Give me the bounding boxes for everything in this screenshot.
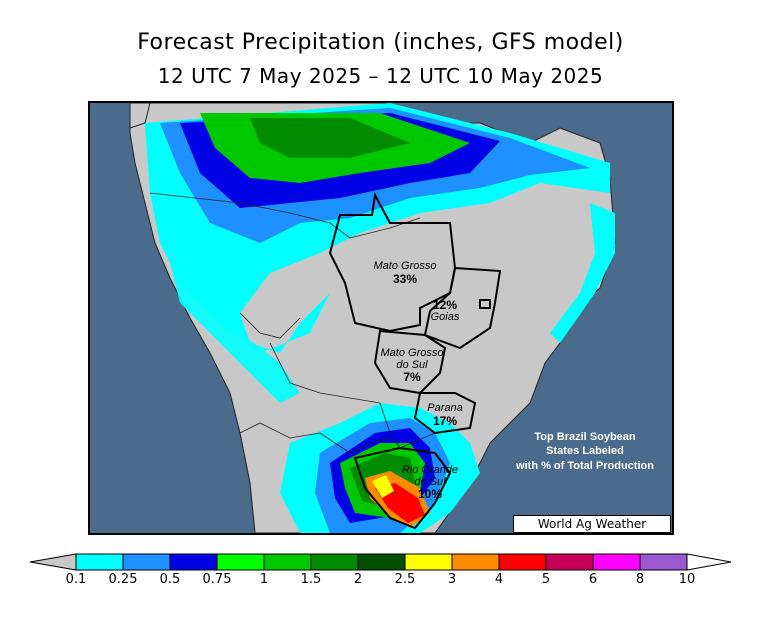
precip-east-coast (550, 203, 615, 343)
legend-tick-label: 0.75 (202, 572, 232, 587)
state-label-mato-grosso-do-sul: Mato Grosso do Sul 7% (372, 347, 452, 385)
map-title: Forecast Precipitation (inches, GFS mode… (137, 30, 624, 55)
note-line: Top Brazil Soybean (534, 431, 636, 443)
legend-tick-label: 2.5 (394, 572, 416, 587)
precip-andes (170, 263, 300, 403)
legend-arrow-high (686, 553, 732, 571)
state-percent: 7% (403, 370, 421, 385)
legend-arrow-low (29, 553, 77, 571)
state-outline-brasilia (479, 299, 491, 309)
legend-tick-label: 8 (635, 572, 645, 587)
credit-label: World Ag Weather (513, 515, 671, 533)
state-name: Goias (430, 310, 460, 323)
legend-swatch (404, 553, 453, 571)
legend-swatch (310, 553, 359, 571)
state-name: Rio Grande (401, 464, 459, 476)
legend-swatch (122, 553, 171, 571)
legend-tick-label: 0.1 (65, 572, 87, 587)
legend-tick-label: 2 (353, 572, 363, 587)
state-outline-mato-grosso (328, 191, 457, 333)
state-name: Parana (427, 402, 463, 414)
legend-swatch (545, 553, 594, 571)
state-label-rio-grande-do-sul: Rio Grande do Sul 10% (390, 464, 470, 502)
legend-tick-label: 5 (541, 572, 551, 587)
legend-swatch (592, 553, 641, 571)
legend-swatch (75, 553, 124, 571)
legend-tick-label: 6 (588, 572, 598, 587)
precipitation-map: Mato Grosso 33% 12% Goias Mato Grosso do… (88, 101, 674, 535)
state-outline-goias (423, 266, 502, 350)
state-label-mato-grosso: Mato Grosso 33% (365, 260, 445, 286)
legend-tick-label: 0.5 (159, 572, 181, 587)
legend-tick-label: 10 (678, 572, 696, 587)
legend-swatch (169, 553, 218, 571)
legend-swatch (263, 553, 312, 571)
state-outline-parana (413, 392, 477, 435)
legend-tick-label: 0.25 (108, 572, 138, 587)
state-percent: 10% (417, 487, 443, 502)
country-borders (149, 192, 436, 454)
state-label-parana: Parana 17% (415, 402, 475, 428)
soybean-note: Top Brazil Soybean States Labeled with %… (505, 430, 665, 473)
legend-swatch (216, 553, 265, 571)
state-percent: 33% (392, 271, 418, 286)
legend-swatch (498, 553, 547, 571)
note-line: with % of Total Production (516, 459, 654, 472)
precip-north-band-max (250, 118, 410, 158)
state-name: do Sul (414, 475, 446, 488)
legend-tick-label: 1.5 (300, 572, 322, 587)
state-percent: 12% (432, 298, 458, 312)
map-subtitle: 12 UTC 7 May 2025 – 12 UTC 10 May 2025 (157, 64, 604, 88)
state-name: Mato Grosso (380, 347, 444, 359)
legend-tick-label: 3 (447, 572, 457, 587)
state-name: do Sul (396, 358, 428, 371)
state-label-goias: 12% Goias (420, 299, 470, 323)
state-outline-mato-grosso-do-sul (373, 329, 447, 395)
map-graphic (90, 103, 672, 533)
legend-swatch (639, 553, 688, 571)
state-name: Mato Grosso (373, 260, 437, 272)
legend-tick-label: 1 (259, 572, 269, 587)
legend-colorbar (29, 553, 732, 571)
note-line: States Labeled (546, 445, 624, 458)
precip-south-yellow (372, 475, 394, 498)
legend-swatch (451, 553, 500, 571)
legend-swatch (357, 553, 406, 571)
legend-tick-label: 4 (494, 572, 504, 587)
state-outline-rio-grande-do-sul (353, 446, 452, 530)
state-percent: 17% (432, 413, 458, 428)
